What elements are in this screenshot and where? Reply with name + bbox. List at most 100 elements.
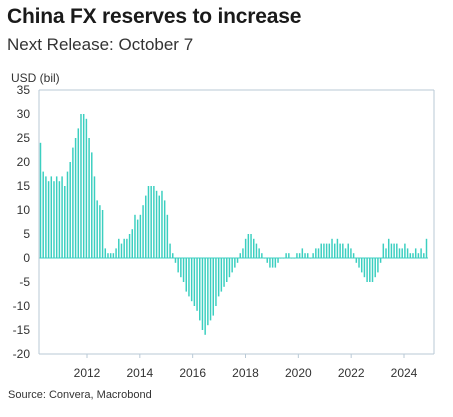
bar (101, 210, 104, 258)
bar (77, 128, 80, 258)
bar (147, 186, 150, 258)
bar (72, 147, 74, 258)
bar (412, 253, 414, 258)
bar (53, 181, 55, 258)
bar (136, 219, 139, 258)
bar (93, 176, 96, 258)
bar (134, 214, 136, 258)
bar (393, 243, 395, 258)
bar (39, 142, 42, 258)
bar (193, 258, 196, 306)
bar (277, 258, 279, 263)
bar (358, 258, 360, 268)
x-tick-label: 2024 (391, 366, 418, 380)
bar (166, 214, 169, 258)
bar (217, 258, 220, 297)
bar (169, 243, 171, 258)
y-axis-ticks: 35 30 25 20 15 10 5 0 -5 -10 -15 -20 (13, 83, 31, 361)
bar (417, 253, 420, 258)
bar (158, 195, 161, 258)
bar (42, 171, 44, 258)
bar (99, 205, 101, 258)
bar (228, 258, 231, 278)
bar (61, 176, 63, 258)
bar (296, 253, 298, 258)
bar (250, 234, 252, 258)
y-tick-label: -15 (13, 323, 31, 337)
bar (382, 243, 385, 258)
y-tick-label: 20 (17, 155, 31, 169)
bar (207, 258, 209, 326)
bar (247, 234, 250, 258)
bar (145, 195, 147, 258)
bar (109, 253, 112, 258)
bar (325, 243, 328, 258)
bar (385, 248, 387, 258)
bar (261, 253, 263, 258)
bar (271, 258, 274, 268)
bar (396, 243, 398, 258)
bar (231, 258, 233, 273)
bar (320, 243, 322, 258)
bar (333, 243, 336, 258)
bar (409, 253, 412, 258)
bar (66, 171, 69, 258)
bar (82, 114, 85, 258)
bar (374, 258, 376, 278)
bar (285, 253, 287, 258)
bar (328, 243, 331, 258)
bar-series (39, 114, 428, 335)
bar (336, 238, 339, 258)
bar (142, 205, 144, 258)
bar (425, 238, 428, 258)
bar (258, 248, 260, 258)
bar (406, 248, 409, 258)
y-tick-label: -20 (13, 347, 31, 361)
bar (58, 181, 61, 258)
x-tick-label: 2016 (179, 366, 206, 380)
chart-subtitle: Next Release: October 7 (7, 35, 194, 54)
bar (288, 253, 290, 258)
bar (120, 243, 123, 258)
bar (74, 138, 77, 258)
bar (150, 186, 152, 258)
chart-title: China FX reserves to increase (7, 5, 302, 28)
bar (323, 243, 325, 258)
bar (244, 238, 247, 258)
bar (414, 248, 417, 258)
bar (223, 258, 225, 287)
bar (420, 248, 422, 258)
bar (315, 248, 317, 258)
bar (387, 238, 390, 258)
x-tick-label: 2014 (126, 366, 153, 380)
bar (369, 258, 371, 282)
bar (64, 186, 66, 258)
bar (112, 253, 115, 258)
bar (331, 238, 333, 258)
bar (312, 253, 314, 258)
bar (423, 253, 425, 258)
bar (306, 253, 309, 258)
bar (88, 138, 90, 258)
bar (188, 258, 190, 297)
bar (199, 258, 201, 321)
y-tick-label: 35 (17, 83, 31, 97)
bar (236, 258, 239, 263)
bar (220, 258, 223, 292)
bar (317, 248, 320, 258)
bar (360, 258, 363, 273)
bar (215, 258, 217, 306)
y-tick-label: 5 (23, 227, 30, 241)
bar (155, 190, 158, 258)
bar (352, 253, 355, 258)
chart-source: Source: Convera, Macrobond (8, 389, 152, 401)
bar (355, 258, 358, 263)
bar (404, 243, 406, 258)
bar (172, 253, 174, 258)
bar (161, 190, 163, 258)
bar (107, 253, 109, 258)
bar (209, 258, 212, 321)
bar (347, 243, 349, 258)
y-tick-label: 0 (23, 251, 30, 265)
